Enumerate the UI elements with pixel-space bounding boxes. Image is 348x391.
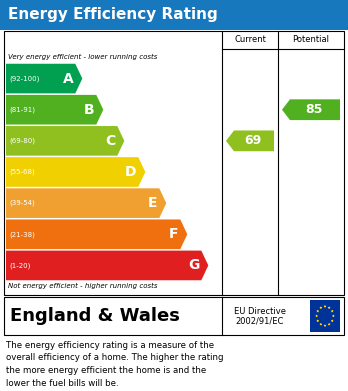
Polygon shape	[316, 310, 319, 312]
Polygon shape	[319, 306, 322, 309]
Text: Current: Current	[234, 36, 266, 45]
Text: E: E	[148, 196, 157, 210]
Polygon shape	[6, 157, 145, 187]
Text: (39-54): (39-54)	[9, 200, 35, 206]
Text: A: A	[63, 72, 73, 86]
Polygon shape	[6, 126, 124, 156]
Text: (69-80): (69-80)	[9, 138, 35, 144]
Text: The energy efficiency rating is a measure of the
overall efficiency of a home. T: The energy efficiency rating is a measur…	[6, 341, 223, 387]
Polygon shape	[324, 305, 326, 308]
Polygon shape	[328, 306, 331, 309]
Polygon shape	[6, 64, 82, 93]
Polygon shape	[324, 324, 326, 327]
Bar	[310, 300, 340, 332]
Text: 69: 69	[244, 135, 262, 147]
Text: F: F	[169, 227, 178, 241]
Polygon shape	[332, 314, 335, 317]
Bar	[4, 297, 344, 335]
Text: (1-20): (1-20)	[9, 262, 30, 269]
Text: (21-38): (21-38)	[9, 231, 35, 238]
Text: Energy Efficiency Rating: Energy Efficiency Rating	[8, 7, 218, 23]
Polygon shape	[6, 219, 187, 249]
Text: Very energy efficient - lower running costs: Very energy efficient - lower running co…	[8, 54, 157, 60]
Text: Not energy efficient - higher running costs: Not energy efficient - higher running co…	[8, 283, 158, 289]
Bar	[4, 31, 344, 295]
Polygon shape	[316, 319, 319, 322]
Text: 85: 85	[305, 103, 323, 116]
Polygon shape	[315, 314, 318, 317]
Polygon shape	[6, 188, 166, 218]
Text: Potential: Potential	[293, 36, 330, 45]
Text: (55-68): (55-68)	[9, 169, 35, 175]
Polygon shape	[331, 319, 334, 322]
Polygon shape	[6, 251, 208, 280]
Text: England & Wales: England & Wales	[10, 307, 180, 325]
Text: G: G	[188, 258, 199, 273]
Polygon shape	[319, 323, 322, 326]
Text: B: B	[84, 103, 94, 117]
Polygon shape	[6, 95, 103, 125]
Text: (92-100): (92-100)	[9, 75, 39, 82]
Polygon shape	[331, 310, 334, 312]
Polygon shape	[282, 99, 340, 120]
Text: (81-91): (81-91)	[9, 106, 35, 113]
Polygon shape	[226, 131, 274, 151]
Text: D: D	[125, 165, 136, 179]
Bar	[0, 0, 348, 30]
Text: C: C	[105, 134, 115, 148]
Text: 2002/91/EC: 2002/91/EC	[236, 317, 284, 326]
Polygon shape	[328, 323, 331, 326]
Text: EU Directive: EU Directive	[234, 307, 286, 316]
